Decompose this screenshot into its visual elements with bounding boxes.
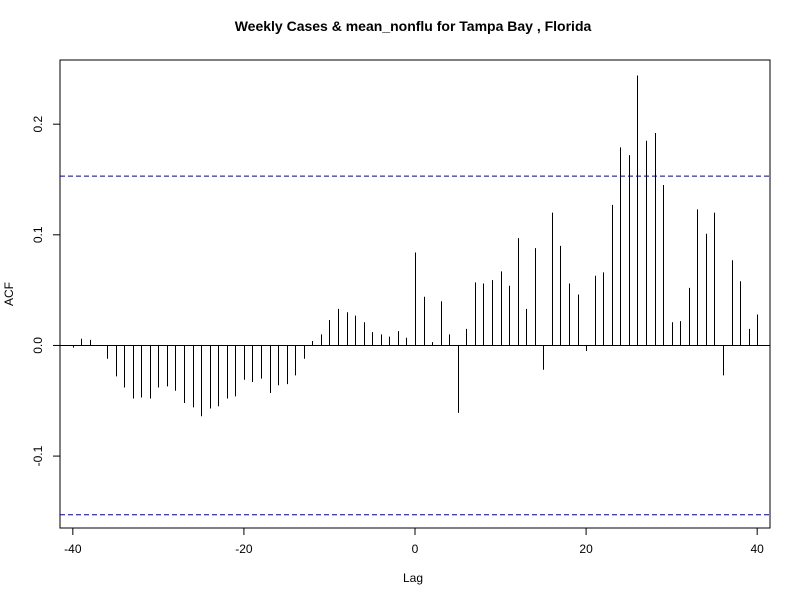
x-tick-label: 20 (579, 542, 593, 556)
y-axis: -0.1 0.0 0.1 0.2 (31, 116, 60, 466)
x-tick-label: 40 (750, 542, 764, 556)
y-tick-label: 0.1 (31, 226, 45, 243)
x-tick-label: -40 (64, 542, 82, 556)
y-tick-label: 0.2 (31, 116, 45, 133)
acf-bars (73, 75, 758, 417)
reference-lines (60, 175, 770, 516)
x-axis-label: Lag (403, 571, 423, 585)
y-axis-label: ACF (2, 282, 16, 306)
y-tick-label: 0.0 (31, 337, 45, 354)
chart-title: Weekly Cases & mean_nonflu for Tampa Bay… (235, 18, 592, 34)
x-tick-label: 0 (412, 542, 419, 556)
x-axis: -40 -20 0 20 40 (64, 528, 764, 556)
y-tick-label: -0.1 (31, 445, 45, 466)
x-tick-label: -20 (235, 542, 253, 556)
